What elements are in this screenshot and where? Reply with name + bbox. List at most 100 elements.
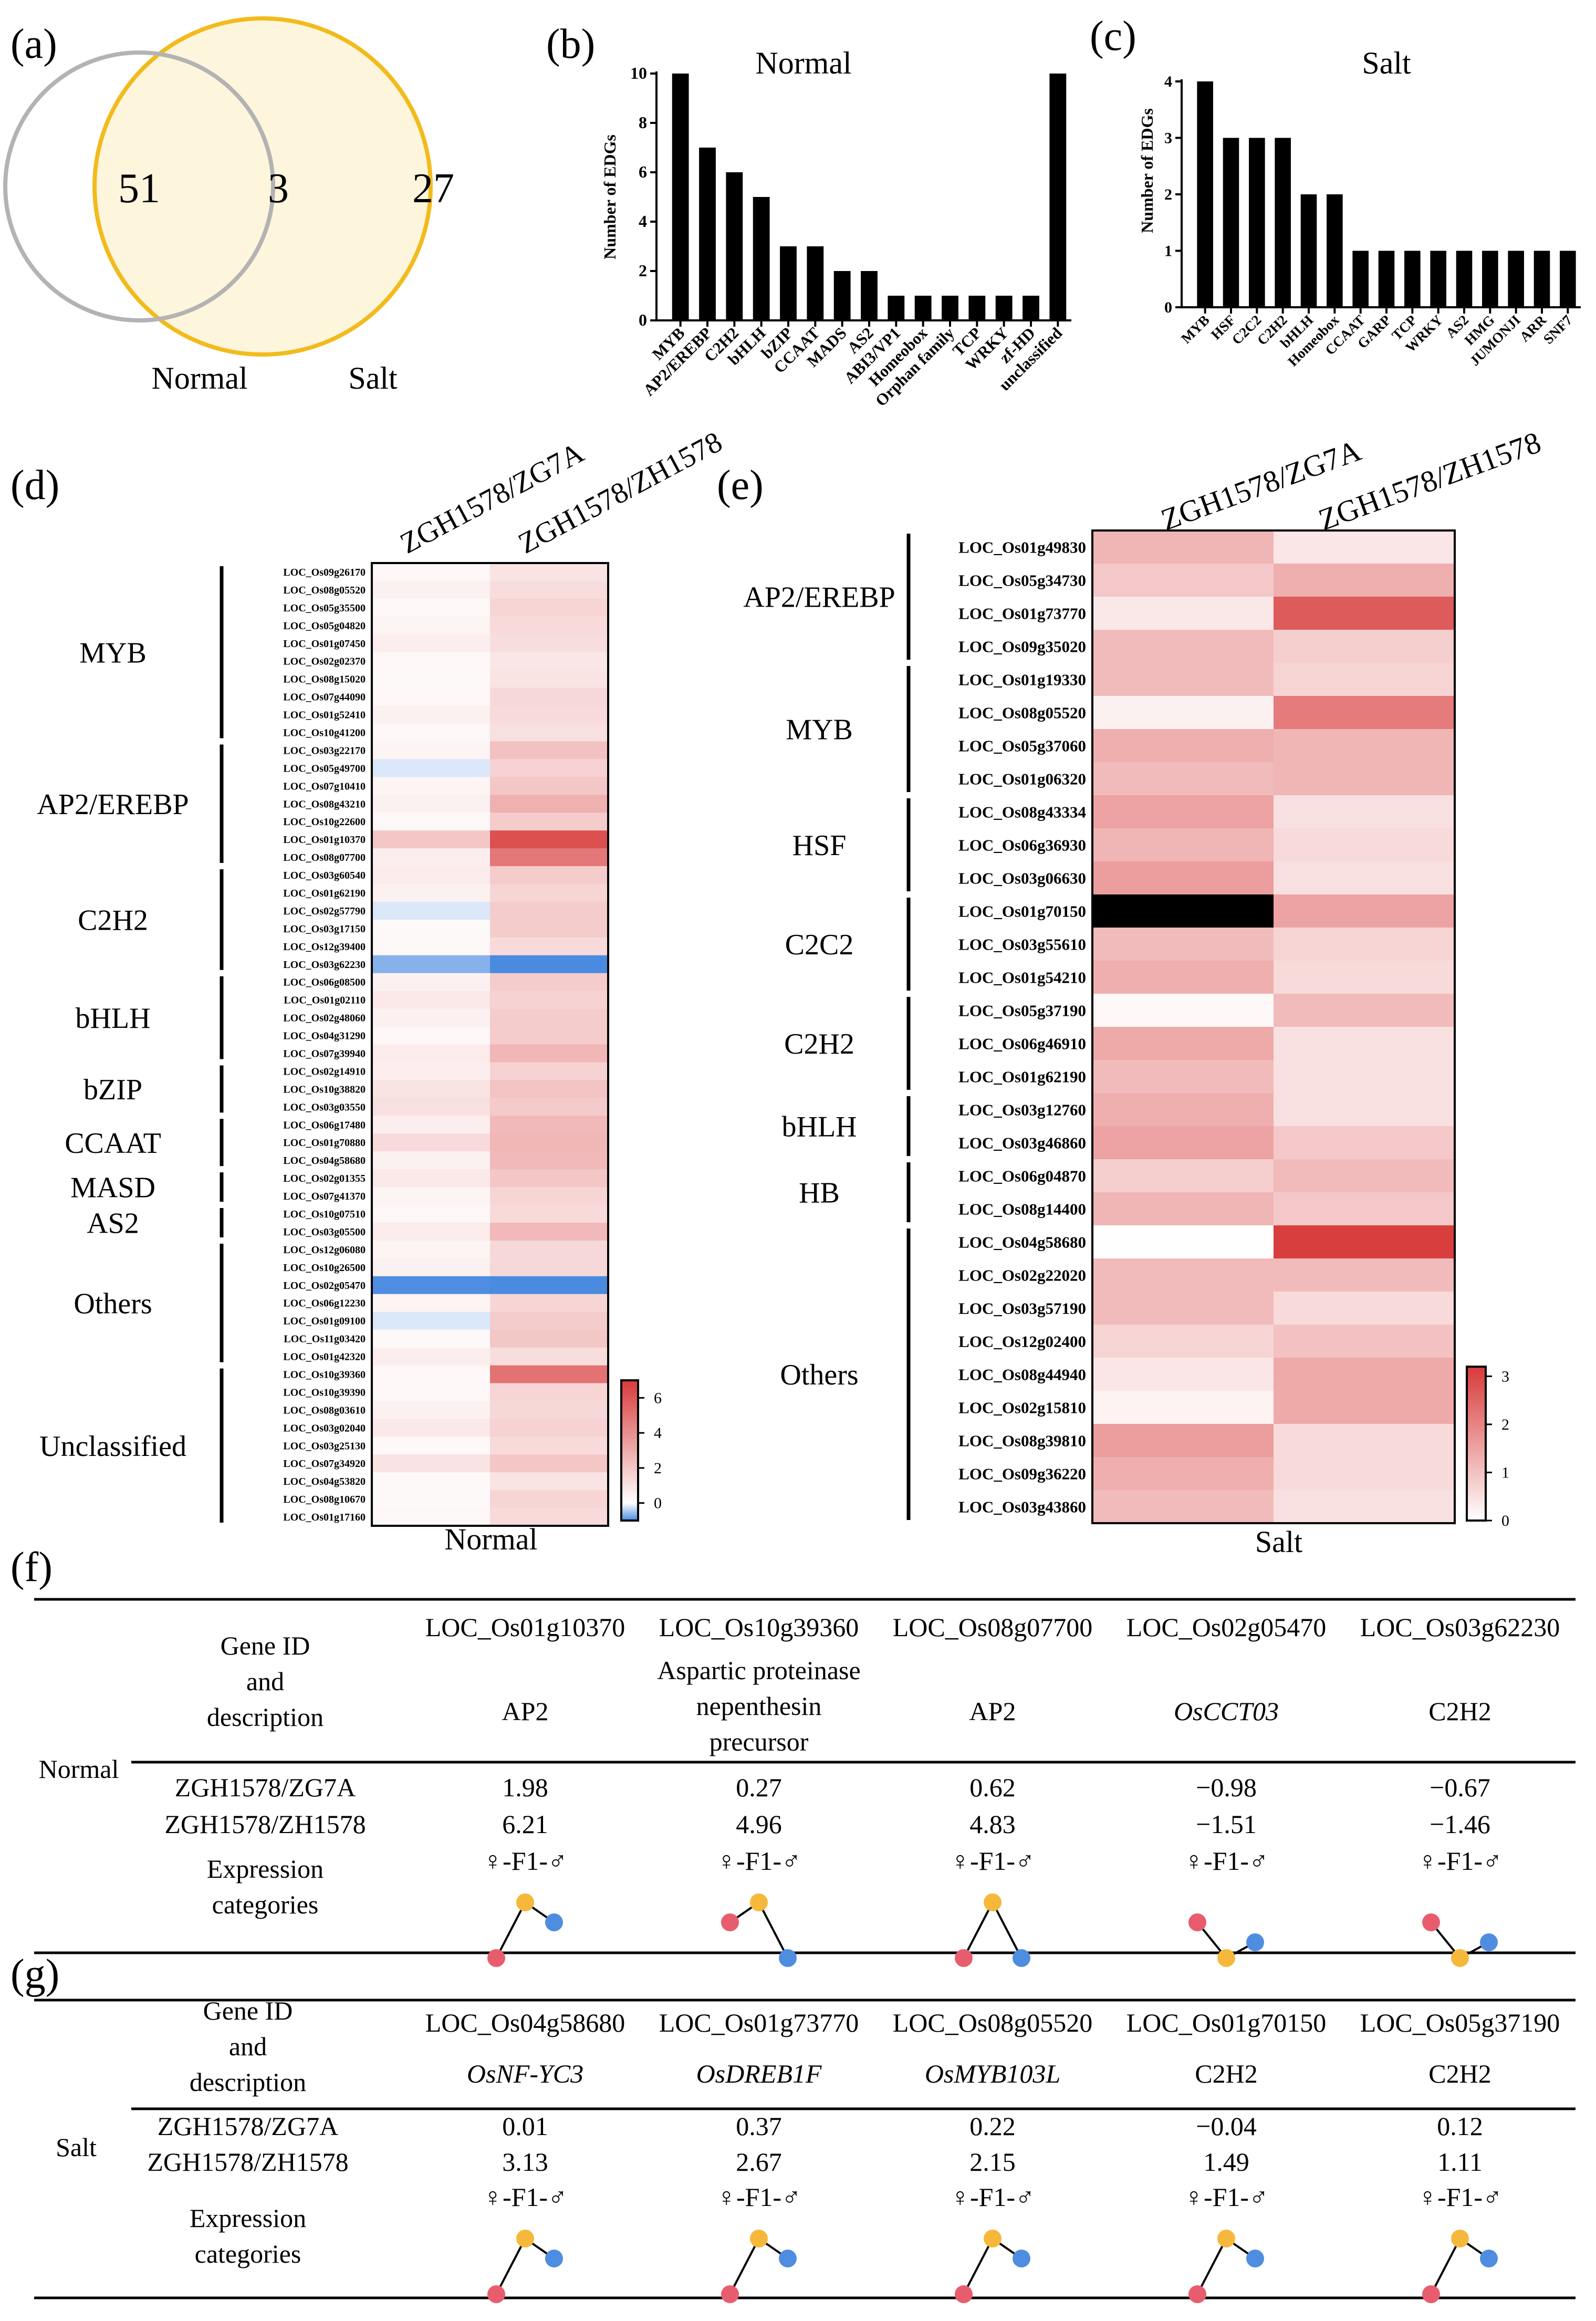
row-label: LOC_Os12g06080 bbox=[283, 1244, 366, 1256]
bar-wrky bbox=[1430, 251, 1446, 307]
pattern-label: ♀-F1-♂ bbox=[483, 1846, 567, 1876]
category-label: categories bbox=[212, 1890, 319, 1919]
heat-cell bbox=[490, 1080, 609, 1098]
gene-id: LOC_Os08g07700 bbox=[893, 1612, 1093, 1642]
heat-cell bbox=[1092, 1093, 1274, 1127]
bar-chart-salt-title: Salt bbox=[1362, 46, 1411, 80]
heat-cell bbox=[1092, 1192, 1274, 1226]
heat-cell bbox=[1092, 530, 1274, 564]
heat-cell bbox=[372, 1098, 491, 1116]
pattern-label: ♀-F1-♂ bbox=[716, 1846, 801, 1876]
value-zh1578: 3.13 bbox=[502, 2147, 548, 2177]
bar-as2 bbox=[861, 271, 878, 320]
heat-cell bbox=[372, 1401, 491, 1419]
y-tick-label: 1 bbox=[1164, 243, 1172, 260]
heat-cell bbox=[372, 919, 491, 938]
row-label: LOC_Os12g02400 bbox=[958, 1332, 1086, 1350]
hybrid-f1-dot bbox=[984, 1893, 1002, 1911]
row-label: LOC_Os09g36220 bbox=[958, 1464, 1086, 1483]
heat-cell bbox=[372, 759, 491, 777]
row-label: LOC_Os01g07450 bbox=[283, 638, 366, 650]
row-label: LOC_Os01g62190 bbox=[958, 1067, 1086, 1086]
heat-cell bbox=[490, 723, 609, 742]
heat-cell bbox=[372, 1258, 491, 1277]
group-label: bZIP bbox=[84, 1074, 142, 1106]
row-label: LOC_Os03g17150 bbox=[283, 923, 366, 935]
female-parent-dot bbox=[955, 2285, 973, 2303]
heat-cell bbox=[372, 1454, 491, 1473]
value-zg7a: 0.01 bbox=[502, 2111, 548, 2141]
bar-homeobox bbox=[1327, 194, 1343, 307]
row-label: LOC_Os03g57190 bbox=[958, 1299, 1086, 1317]
row-label: ZGH1578/ZH1578 bbox=[164, 1809, 366, 1839]
female-parent-dot bbox=[1422, 1913, 1440, 1931]
heat-cell bbox=[372, 1044, 491, 1063]
bar-chart-normal-ylabel: Number of EDGs bbox=[600, 134, 619, 259]
hybrid-f1-dot bbox=[1217, 2230, 1235, 2247]
panel-label-c: (c) bbox=[1090, 13, 1136, 59]
group-label: HSF bbox=[792, 829, 847, 862]
heat-cell bbox=[490, 1312, 609, 1330]
heat-cell bbox=[490, 937, 609, 956]
colorbar-tick-label: 0 bbox=[654, 1495, 662, 1512]
heat-cell bbox=[490, 1508, 609, 1526]
bar-abi3-vp1 bbox=[888, 296, 905, 320]
heat-cell bbox=[1274, 961, 1455, 994]
heat-cell bbox=[1092, 861, 1274, 895]
row-label: LOC_Os02g22020 bbox=[958, 1266, 1086, 1284]
female-parent-dot bbox=[721, 2285, 739, 2303]
gene-id: LOC_Os01g70150 bbox=[1126, 2008, 1327, 2037]
value-zg7a: 0.22 bbox=[969, 2111, 1016, 2141]
value-zg7a: 1.98 bbox=[502, 1773, 548, 1802]
heat-cell bbox=[1274, 928, 1455, 961]
panel-label-f: (f) bbox=[11, 1544, 53, 1590]
heat-cell bbox=[490, 777, 609, 795]
male-parent-dot bbox=[545, 1913, 563, 1931]
colorbar-tick-label: 0 bbox=[1501, 1512, 1509, 1529]
y-tick-label: 10 bbox=[630, 64, 647, 82]
heat-cell bbox=[1274, 1457, 1455, 1491]
bar-unclassified bbox=[1049, 74, 1067, 320]
heat-cell bbox=[1092, 1325, 1274, 1358]
heat-cell bbox=[1092, 1292, 1274, 1325]
header-label: description bbox=[207, 1702, 324, 1732]
value-zh1578: 1.11 bbox=[1437, 2147, 1483, 2177]
value-zh1578: 4.96 bbox=[736, 1809, 782, 1839]
condition-label: Salt bbox=[56, 2132, 97, 2162]
heat-cell bbox=[1092, 1457, 1274, 1491]
heat-cell bbox=[1274, 795, 1455, 829]
heat-cell bbox=[490, 991, 609, 1009]
row-label: LOC_Os07g39940 bbox=[283, 1048, 366, 1059]
row-label: LOC_Os08g05520 bbox=[283, 585, 366, 596]
heat-cell bbox=[490, 616, 609, 635]
heat-cell bbox=[1274, 1258, 1455, 1292]
heat-cell bbox=[1274, 564, 1455, 597]
value-zh1578: 1.49 bbox=[1203, 2147, 1249, 2177]
value-zh1578: 2.15 bbox=[969, 2147, 1016, 2177]
value-zg7a: −0.04 bbox=[1196, 2111, 1257, 2141]
value-zh1578: 6.21 bbox=[502, 1809, 548, 1839]
bar-snf7 bbox=[1560, 251, 1576, 307]
hybrid-f1-dot bbox=[1451, 2230, 1469, 2247]
heat-cell bbox=[372, 955, 491, 974]
female-parent-dot bbox=[1422, 2285, 1440, 2303]
heat-cell bbox=[490, 795, 609, 813]
row-label: LOC_Os08g05520 bbox=[958, 703, 1086, 722]
row-label: LOC_Os08g39810 bbox=[958, 1431, 1086, 1450]
male-parent-dot bbox=[1480, 1933, 1498, 1951]
bar-jumonji bbox=[1508, 251, 1524, 307]
pattern-label: ♀-F1-♂ bbox=[716, 2182, 801, 2212]
heat-cell bbox=[1274, 1391, 1455, 1424]
row-label: LOC_Os06g46910 bbox=[958, 1034, 1086, 1053]
heat-cell bbox=[1092, 1159, 1274, 1193]
heat-cell bbox=[490, 1472, 609, 1491]
heat-cell bbox=[1274, 762, 1455, 796]
row-label: LOC_Os05g49700 bbox=[283, 763, 366, 774]
row-label: LOC_Os01g02110 bbox=[284, 995, 366, 1006]
heat-cell bbox=[372, 1472, 491, 1491]
heat-cell bbox=[490, 1419, 609, 1437]
bar-hmg bbox=[1482, 251, 1498, 307]
y-tick-label: 3 bbox=[1164, 130, 1172, 147]
group-label: CCAAT bbox=[65, 1127, 161, 1160]
pattern-label: ♀-F1-♂ bbox=[1184, 1846, 1268, 1876]
